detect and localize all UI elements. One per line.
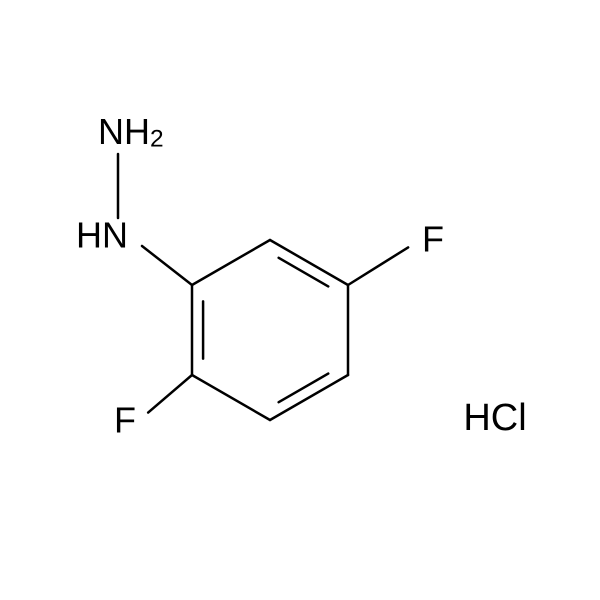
fluorine-label-right: F	[422, 219, 444, 260]
hcl-label: HCl	[463, 397, 526, 439]
substituent-bond	[348, 247, 408, 285]
molecule-diagram: F F HN NH2 HCl	[0, 0, 600, 600]
fluorine-label-left: F	[114, 400, 136, 441]
substituent-bond	[148, 375, 192, 413]
bond	[270, 375, 348, 420]
substituent-bond	[142, 246, 192, 285]
nh2-label: NH2	[98, 111, 164, 153]
bond	[192, 240, 270, 285]
hn-label: HN	[76, 215, 128, 256]
bond	[270, 240, 348, 285]
bond	[192, 375, 270, 420]
bond-double-inner	[279, 374, 329, 403]
bond-double-inner	[279, 258, 329, 287]
